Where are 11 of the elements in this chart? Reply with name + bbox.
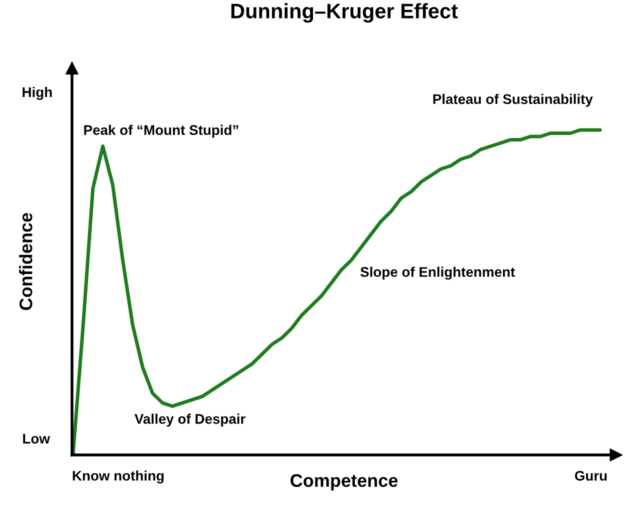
y-axis-title: Confidence xyxy=(19,213,32,310)
chart-title: Dunning–Kruger Effect xyxy=(231,3,458,23)
text: Guru xyxy=(574,470,607,481)
annotation: Slope of Enlightenment xyxy=(360,266,515,280)
x-axis-title: Competence xyxy=(290,474,398,491)
text: Plateau of Sustainability xyxy=(433,94,593,107)
text: Know nothing xyxy=(72,470,164,484)
text: High xyxy=(22,86,52,100)
annotation: Peak of “Mount Stupid” xyxy=(84,124,238,138)
text: Low xyxy=(23,434,50,444)
annotation: Valley of Despair xyxy=(134,414,246,427)
